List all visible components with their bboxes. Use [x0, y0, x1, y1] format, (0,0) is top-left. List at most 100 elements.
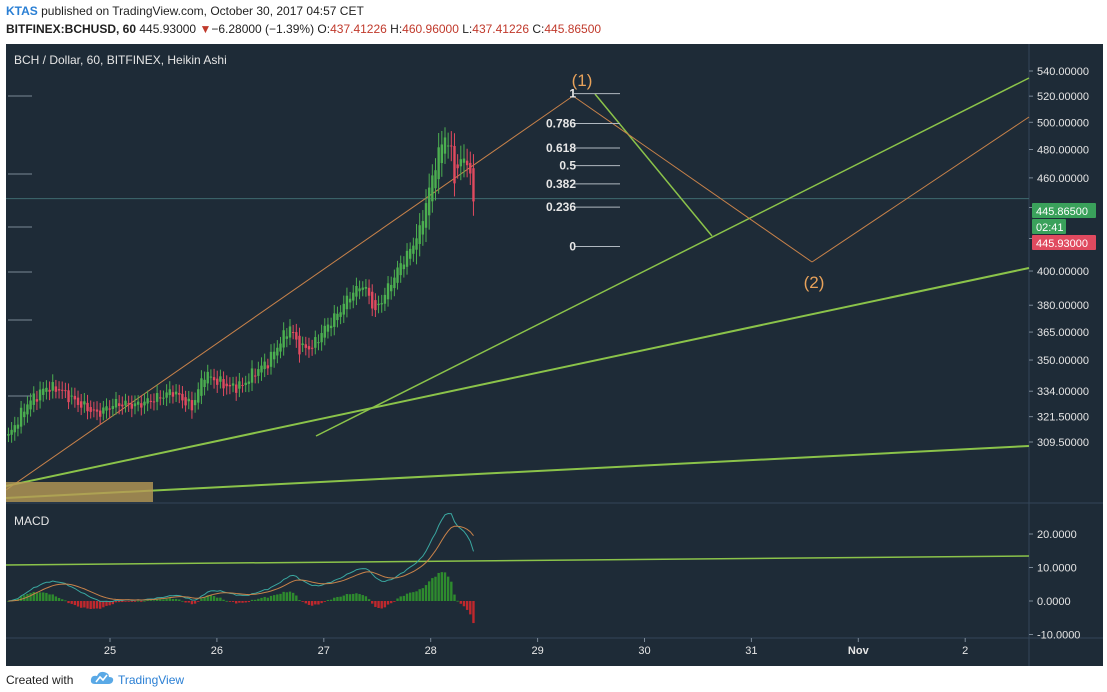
macd-histogram-bar — [200, 598, 203, 601]
wave-line-3 — [811, 116, 1030, 263]
macd-histogram-bar — [171, 598, 175, 601]
candle-body — [462, 158, 466, 163]
macd-histogram-bar — [228, 601, 232, 602]
macd-histogram-bar — [89, 601, 92, 610]
candle-body — [23, 411, 26, 418]
macd-histogram-bar — [358, 594, 361, 601]
candle-body — [272, 351, 276, 360]
candle-body — [371, 291, 374, 309]
macd-histogram-bar — [92, 601, 96, 609]
candle-body — [203, 379, 206, 388]
countdown-badge-bg — [1032, 219, 1066, 234]
candle-body — [440, 144, 444, 164]
candle-body — [219, 376, 222, 382]
trendline-mid — [5, 267, 1030, 487]
candle-body — [29, 400, 32, 410]
publish-text: published on TradingView.com, October 30… — [41, 4, 364, 18]
macd-histogram-bar — [443, 572, 447, 601]
macd-histogram-bar — [250, 599, 254, 601]
wave-line-1 — [5, 95, 574, 491]
macd-histogram-bar — [405, 593, 409, 601]
last-price-badge: 445.86500 — [1036, 206, 1088, 218]
time-tick-label: 28 — [425, 645, 437, 657]
candle-body — [238, 381, 241, 389]
macd-histogram-bar — [462, 601, 466, 607]
candle-body — [253, 375, 257, 377]
macd-histogram-bar — [67, 601, 70, 604]
candle-body — [266, 365, 270, 369]
time-tick-label: 27 — [318, 645, 330, 657]
symbol-label: BITFINEX:BCHUSD, 60 — [6, 22, 137, 36]
current-price-badge: 445.93000 — [1036, 238, 1088, 250]
candle-body — [358, 288, 361, 292]
macd-histogram-bar — [345, 594, 349, 601]
macd-histogram-bar — [288, 591, 292, 601]
candle-body — [446, 145, 450, 147]
macd-histogram-bar — [121, 601, 124, 603]
candle-body — [165, 392, 168, 398]
macd-trendline — [5, 555, 1030, 566]
macd-histogram-bar — [225, 600, 228, 602]
macd-histogram-bar — [361, 595, 364, 601]
macd-histogram-bar — [336, 596, 339, 601]
macd-tick-label: 10.0000 — [1037, 563, 1077, 575]
price-change: −6.28000 (−1.39%) — [211, 22, 315, 36]
price-tick-label: 334.00000 — [1037, 386, 1089, 398]
trendline-steep — [315, 77, 1030, 437]
candle-body — [228, 384, 232, 387]
macd-histogram-bar — [136, 600, 140, 602]
candle-body — [247, 381, 251, 384]
macd-histogram-bar — [197, 601, 200, 602]
macd-histogram-bar — [102, 601, 105, 608]
macd-histogram-bar — [386, 601, 390, 605]
candle-body — [197, 389, 200, 403]
chart-area[interactable]: 1 0.786 0.618 0.5 0.382 0.236 0 540.00000 520.0… — [5, 44, 1103, 666]
candle-body — [408, 248, 412, 259]
macd-histogram-bar — [190, 601, 194, 605]
candle-body — [472, 168, 475, 202]
author-link[interactable]: KTAS — [6, 4, 38, 18]
macd-histogram-bar — [48, 594, 51, 601]
candle-body — [326, 324, 330, 332]
macd-histogram-bar — [257, 598, 260, 601]
created-with-label: Created with — [6, 673, 74, 687]
macd-histogram-bar — [352, 593, 355, 601]
time-tick-label: 26 — [211, 645, 223, 657]
macd-histogram-bar — [168, 598, 171, 601]
macd-histogram-bar — [450, 581, 453, 601]
candle-body — [320, 333, 323, 343]
candle-body — [95, 409, 99, 412]
macd-histogram-bar — [42, 592, 45, 601]
macd-histogram-bar — [377, 601, 380, 608]
macd-histogram-bar — [317, 601, 320, 605]
candle-body — [348, 298, 352, 303]
macd-histogram-bar — [241, 601, 244, 603]
candle-body — [26, 404, 29, 415]
macd-line — [8, 512, 474, 603]
candle-body — [418, 225, 421, 244]
time-tick-label: 25 — [104, 645, 116, 657]
candle-body — [260, 365, 263, 373]
candle-body — [405, 250, 409, 267]
candle-body — [86, 402, 89, 412]
macd-histogram-bar — [437, 572, 440, 601]
high-value: 460.96000 — [402, 22, 459, 36]
candle-body — [168, 389, 171, 396]
trendline-long — [5, 445, 1030, 499]
candle-body — [377, 303, 380, 306]
candle-body — [399, 263, 402, 276]
open-value: 437.41226 — [330, 22, 387, 36]
macd-histogram-bar — [272, 595, 276, 601]
tradingview-link[interactable]: TradingView — [118, 673, 185, 687]
candle-body — [111, 406, 115, 410]
macd-histogram-bar — [421, 588, 425, 601]
chart-svg[interactable]: 1 0.786 0.618 0.5 0.382 0.236 0 540.00000 520.0… — [5, 44, 1103, 666]
candle-body — [178, 393, 181, 395]
price-tick-label: 460.00000 — [1037, 173, 1089, 185]
price-tick-label: 309.50000 — [1037, 437, 1089, 449]
candle-body — [288, 326, 292, 338]
candle-body — [291, 331, 295, 333]
macd-histogram-bar — [152, 600, 156, 602]
candle-body — [279, 343, 282, 352]
candle-body — [187, 398, 190, 402]
